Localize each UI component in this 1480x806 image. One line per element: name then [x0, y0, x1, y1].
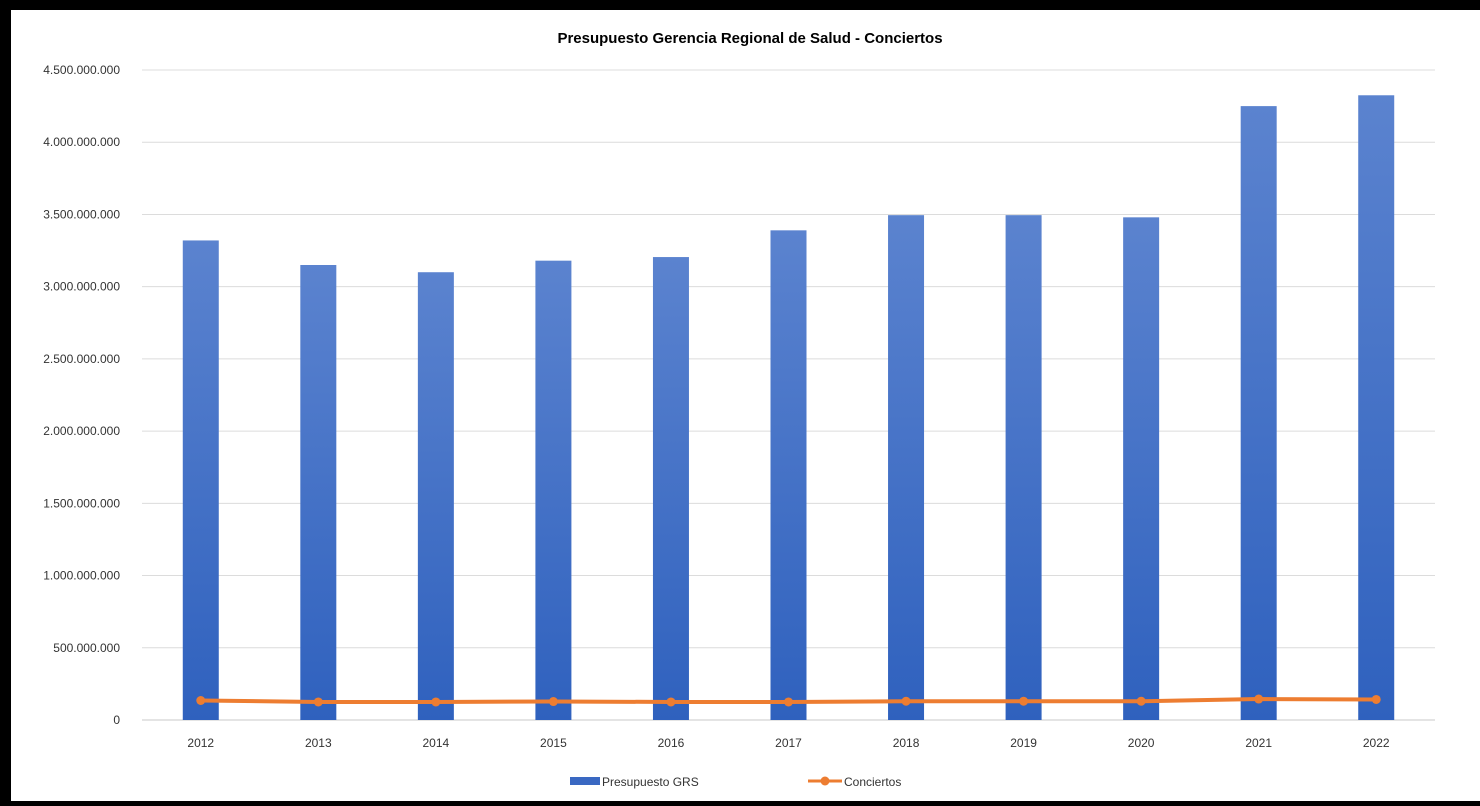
line-point	[548, 697, 558, 707]
x-tick-label: 2016	[658, 736, 685, 750]
bar	[888, 215, 925, 720]
x-tick-label: 2013	[305, 736, 332, 750]
bar	[535, 260, 572, 720]
y-tick-label: 1.000.000.000	[43, 569, 120, 583]
y-tick-label: 500.000.000	[53, 641, 120, 655]
legend: Presupuesto GRS Conciertos	[570, 775, 901, 789]
bar	[770, 230, 807, 721]
x-tick-label: 2015	[540, 736, 567, 750]
legend-label-conciertos: Conciertos	[844, 775, 901, 789]
y-tick-label: 4.500.000.000	[43, 63, 120, 77]
line-point	[431, 697, 441, 707]
bar	[300, 265, 337, 720]
bar	[1123, 217, 1160, 721]
y-tick-label: 2.000.000.000	[43, 424, 120, 438]
combo-chart: Presupuesto Gerencia Regional de Salud -…	[43, 30, 1435, 789]
y-tick-label: 3.000.000.000	[43, 280, 120, 294]
line-point	[784, 697, 793, 707]
x-tick-label: 2022	[1363, 736, 1390, 750]
line-point	[901, 696, 911, 706]
bar	[1358, 95, 1395, 721]
y-tick-label: 3.500.000.000	[43, 207, 120, 221]
y-tick-label: 0	[113, 713, 120, 727]
chart-title: Presupuesto Gerencia Regional de Salud -…	[557, 30, 942, 47]
line-point	[666, 697, 676, 707]
chart-area: Presupuesto Gerencia Regional de Salud -…	[11, 10, 1480, 801]
line-series	[196, 694, 1381, 707]
x-tick-label: 2014	[423, 736, 450, 750]
bar-series	[182, 95, 1395, 721]
bar	[652, 257, 689, 720]
x-tick-label: 2019	[1010, 736, 1037, 750]
x-axis: 2012 2013 2014 2015 2016 2017 2018 2019 2020 2021…	[187, 736, 1389, 750]
y-tick-label: 2.500.000.000	[43, 352, 120, 366]
bar	[1240, 106, 1277, 721]
x-tick-label: 2020	[1128, 736, 1155, 750]
x-tick-label: 2021	[1245, 736, 1272, 750]
line-point	[196, 696, 206, 705]
legend-label-presupuesto: Presupuesto GRS	[602, 775, 699, 789]
y-tick-label: 4.000.000.000	[43, 135, 120, 149]
line-point	[1019, 696, 1029, 706]
x-tick-label: 2012	[187, 736, 214, 750]
legend-swatch-bar	[570, 777, 600, 785]
line-point	[1371, 694, 1381, 704]
x-tick-label: 2018	[893, 736, 920, 750]
bar	[182, 240, 219, 720]
line-point	[1136, 696, 1146, 706]
bar	[417, 272, 454, 720]
y-tick-label: 1.500.000.000	[43, 496, 120, 510]
y-axis: 0 500.000.000 1.000.000.000 1.500.000.000 2.…	[43, 63, 120, 727]
bar	[1005, 215, 1042, 720]
legend-swatch-marker	[820, 776, 830, 786]
line-point	[1254, 694, 1264, 704]
x-tick-label: 2017	[775, 736, 802, 750]
line-point	[313, 697, 323, 707]
